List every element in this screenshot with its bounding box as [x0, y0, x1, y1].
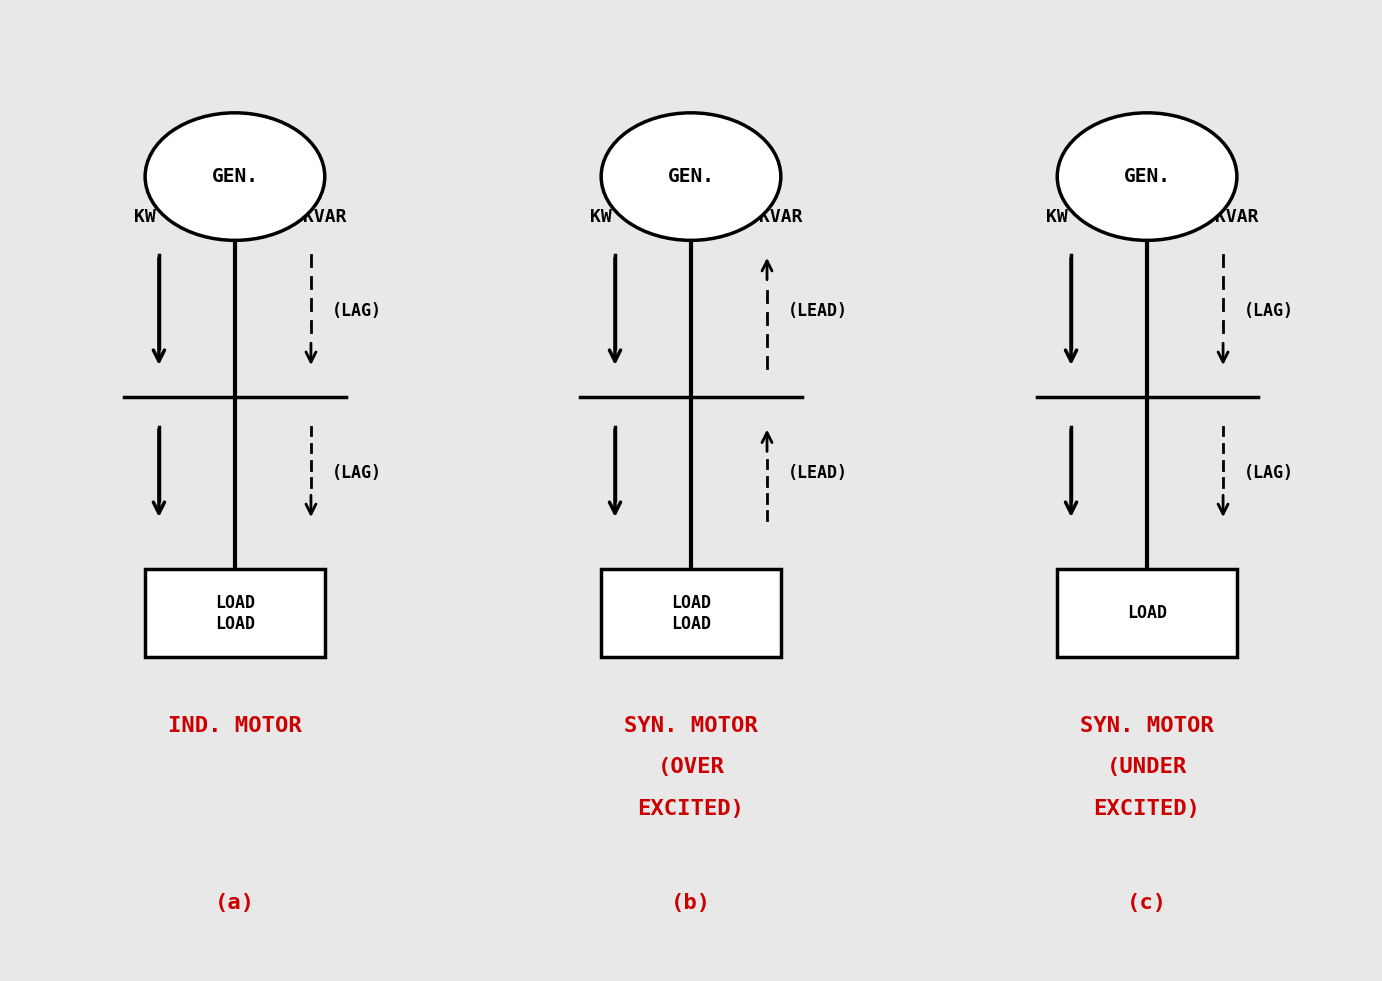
Text: GEN.: GEN.: [668, 167, 714, 186]
Text: LOAD
LOAD: LOAD LOAD: [672, 594, 710, 633]
Text: (c): (c): [1126, 893, 1168, 912]
Text: (LAG): (LAG): [1244, 302, 1294, 321]
FancyBboxPatch shape: [1057, 569, 1237, 657]
Text: (UNDER: (UNDER: [1107, 757, 1187, 777]
Text: (LEAD): (LEAD): [788, 464, 847, 483]
Text: LOAD: LOAD: [1128, 604, 1166, 622]
Text: (LAG): (LAG): [332, 464, 381, 483]
Text: LOAD
LOAD: LOAD LOAD: [216, 594, 254, 633]
Text: (LAG): (LAG): [332, 302, 381, 321]
Ellipse shape: [145, 113, 325, 240]
Text: KW: KW: [590, 208, 612, 226]
FancyBboxPatch shape: [601, 569, 781, 657]
Text: EXCITED): EXCITED): [1093, 799, 1201, 818]
Text: SYN. MOTOR: SYN. MOTOR: [625, 716, 757, 736]
Text: IND. MOTOR: IND. MOTOR: [169, 716, 301, 736]
Text: GEN.: GEN.: [211, 167, 258, 186]
FancyBboxPatch shape: [145, 569, 325, 657]
Ellipse shape: [601, 113, 781, 240]
Text: (LEAD): (LEAD): [788, 302, 847, 321]
Text: (b): (b): [670, 893, 712, 912]
Text: (LAG): (LAG): [1244, 464, 1294, 483]
Text: GEN.: GEN.: [1124, 167, 1171, 186]
Text: KVAR: KVAR: [303, 208, 347, 226]
Text: KVAR: KVAR: [759, 208, 803, 226]
Text: (a): (a): [214, 893, 256, 912]
Text: KVAR: KVAR: [1215, 208, 1259, 226]
Text: SYN. MOTOR: SYN. MOTOR: [1081, 716, 1213, 736]
Text: KW: KW: [1046, 208, 1068, 226]
Text: (OVER: (OVER: [658, 757, 724, 777]
Text: KW: KW: [134, 208, 156, 226]
Text: EXCITED): EXCITED): [637, 799, 745, 818]
Ellipse shape: [1057, 113, 1237, 240]
